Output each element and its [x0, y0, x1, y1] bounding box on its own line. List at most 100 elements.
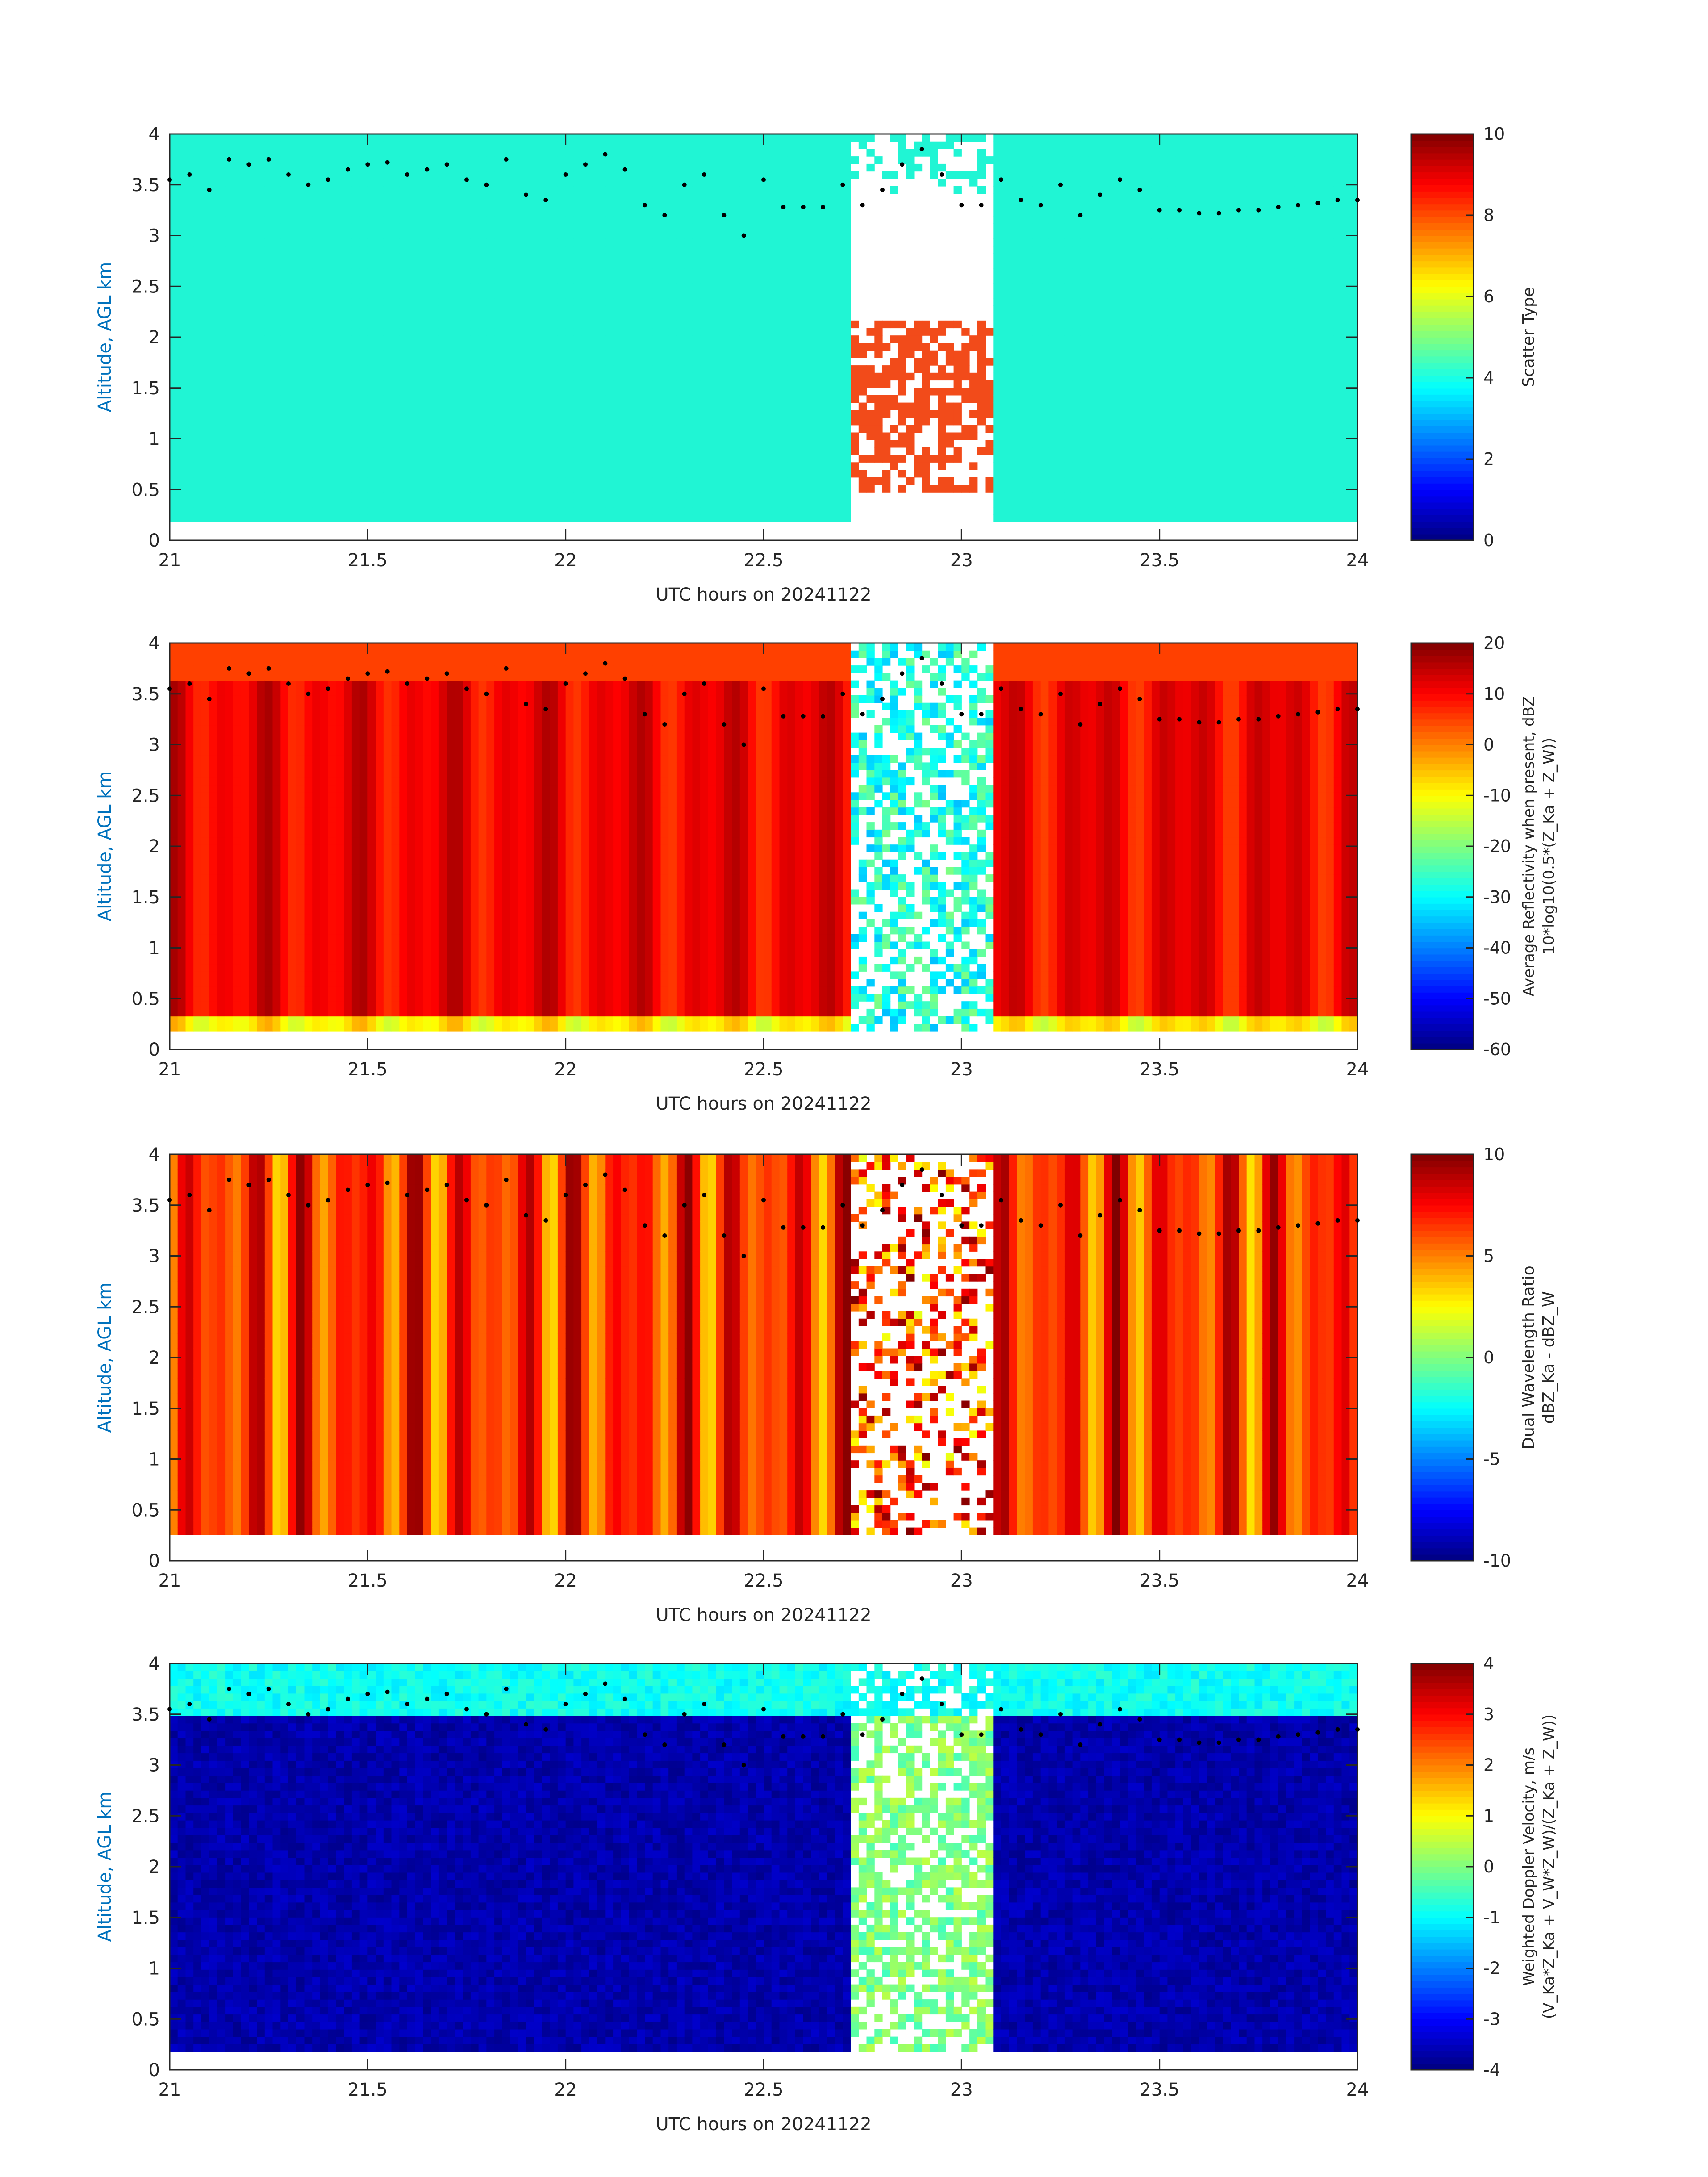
cloud-top-dot	[524, 702, 528, 706]
y-tick-label: 4	[149, 124, 160, 145]
cloud-top-dot	[919, 1167, 924, 1172]
cloud-top-dot	[702, 1193, 706, 1197]
colorbar-tick-label: 1	[1483, 1806, 1494, 1826]
x-tick-label: 23	[950, 1571, 973, 1591]
colorbar-tick-label: -4	[1483, 2060, 1500, 2080]
x-axis-label: UTC hours on 20241122	[656, 585, 871, 605]
y-tick-label: 2.5	[131, 786, 160, 806]
cloud-top-dot	[1058, 691, 1063, 696]
x-tick-label: 22	[554, 1059, 577, 1080]
cloud-top-dot	[346, 676, 350, 681]
cloud-top-dot	[167, 1707, 172, 1712]
colorbar-tick-label: 6	[1483, 287, 1494, 306]
plot-area	[170, 1663, 1358, 2052]
cloud-top-dot	[702, 681, 706, 686]
cloud-top-dot	[246, 1183, 251, 1187]
cloud-top-dot	[405, 681, 409, 686]
y-tick-label: 4	[149, 633, 160, 654]
cloud-top-dot	[1315, 710, 1320, 715]
cloud-top-dot	[1236, 1737, 1241, 1742]
panel-scatter-type: 21 21.5 22 22.5 23 23.5 24 00.511.522.533.54 U…	[95, 124, 1538, 605]
y-tick-label: 3.5	[131, 684, 160, 705]
cloud-top-dot	[1177, 1737, 1182, 1742]
cloud-top-dot	[444, 1183, 449, 1187]
cloud-top-dot	[326, 177, 330, 182]
cloud-top-dot	[1216, 1231, 1221, 1236]
cloud-top-dot	[1098, 1722, 1102, 1727]
cloud-top-dot	[207, 697, 212, 702]
y-tick-label: 4	[149, 1654, 160, 1674]
cloud-top-dot	[1296, 203, 1300, 208]
cloud-top-dot	[900, 1692, 905, 1696]
cloud-top-dot	[365, 671, 370, 676]
cloud-top-dot	[643, 712, 647, 717]
cloud-top-dot	[1137, 697, 1142, 702]
cloud-top-dot	[1157, 208, 1162, 213]
cloud-top-dot	[722, 1742, 727, 1747]
cloud-top-dot	[306, 182, 311, 187]
cloud-top-dot	[801, 205, 806, 209]
x-tick-label: 21	[159, 1571, 181, 1591]
cloud-top-dot	[622, 676, 627, 681]
cloud-top-dot	[524, 1722, 528, 1727]
y-axis-label: Altitude, AGL km	[95, 1792, 115, 1942]
cloud-top-dot	[385, 160, 390, 165]
cloud-top-dot	[504, 666, 509, 671]
cloud-top-dot	[227, 157, 231, 162]
cloud-top-dot	[227, 1686, 231, 1691]
plot-area	[170, 134, 1358, 522]
cloud-top-dot	[860, 1223, 865, 1228]
cloud-top-dot	[781, 205, 786, 209]
cloud-top-dot	[1276, 205, 1281, 209]
cloud-top-dot	[979, 712, 984, 717]
cloud-top-dot	[583, 162, 588, 167]
colorbar-label-line-1: Dual Wavelength Ratio	[1520, 1266, 1538, 1449]
cloud-top-dot	[682, 1712, 687, 1717]
cloud-top-dot	[167, 1198, 172, 1203]
colorbar-tick-label: -10	[1483, 786, 1511, 805]
cloud-top-dot	[1157, 1737, 1162, 1742]
dots	[167, 1167, 1360, 1258]
x-tick-label: 21.5	[348, 1571, 388, 1591]
cloud-top-dot	[1058, 1712, 1063, 1717]
y-tick-label: 1	[149, 1959, 160, 1979]
cloud-top-dot	[207, 1208, 212, 1213]
cloud-top-dot	[405, 1702, 409, 1706]
cloud-top-dot	[266, 1686, 271, 1691]
cloud-top-dot	[999, 686, 1003, 691]
cloud-top-dot	[722, 1233, 727, 1238]
cloud-top-dot	[563, 1193, 568, 1197]
cloud-top-dot	[880, 1717, 885, 1722]
cloud-top-dot	[385, 1689, 390, 1694]
heatmap-field	[170, 643, 1358, 1032]
x-tick-label: 23.5	[1140, 2080, 1179, 2100]
cloud-top-dot	[365, 1692, 370, 1696]
cloud-top-dot	[504, 1686, 509, 1691]
colorbar-tick-label: -50	[1483, 989, 1511, 1008]
x-tick-label: 21	[159, 1059, 181, 1080]
cloud-top-dot	[622, 167, 627, 172]
cloud-top-dot	[603, 1681, 608, 1686]
cloud-top-dot	[1038, 712, 1043, 717]
colorbar-tick-label: 3	[1483, 1705, 1494, 1724]
x-tick-label: 22	[554, 2080, 577, 2100]
cloud-top-dot	[1058, 1203, 1063, 1208]
cloud-top-dot	[583, 1183, 588, 1187]
cloud-top-dot	[1019, 1218, 1023, 1223]
x-tick-label: 21.5	[348, 1059, 388, 1080]
cloud-top-dot	[246, 1692, 251, 1696]
colorbar-tick-label: 4	[1483, 368, 1494, 388]
cloud-top-dot	[286, 681, 291, 686]
cloud-top-dot	[919, 147, 924, 152]
heatmap-field	[170, 1663, 1358, 2052]
colorbar-tick-label: 10	[1483, 684, 1505, 704]
cloud-top-dot	[187, 1193, 192, 1197]
cloud-top-dot	[643, 203, 647, 208]
cloud-top-dot	[1276, 1225, 1281, 1230]
cloud-top-dot	[860, 203, 865, 208]
cloud-top-dot	[246, 671, 251, 676]
cloud-top-dot	[643, 1732, 647, 1737]
cloud-top-dot	[207, 188, 212, 192]
cloud-top-dot	[940, 1702, 944, 1706]
y-tick-label: 4	[149, 1145, 160, 1165]
